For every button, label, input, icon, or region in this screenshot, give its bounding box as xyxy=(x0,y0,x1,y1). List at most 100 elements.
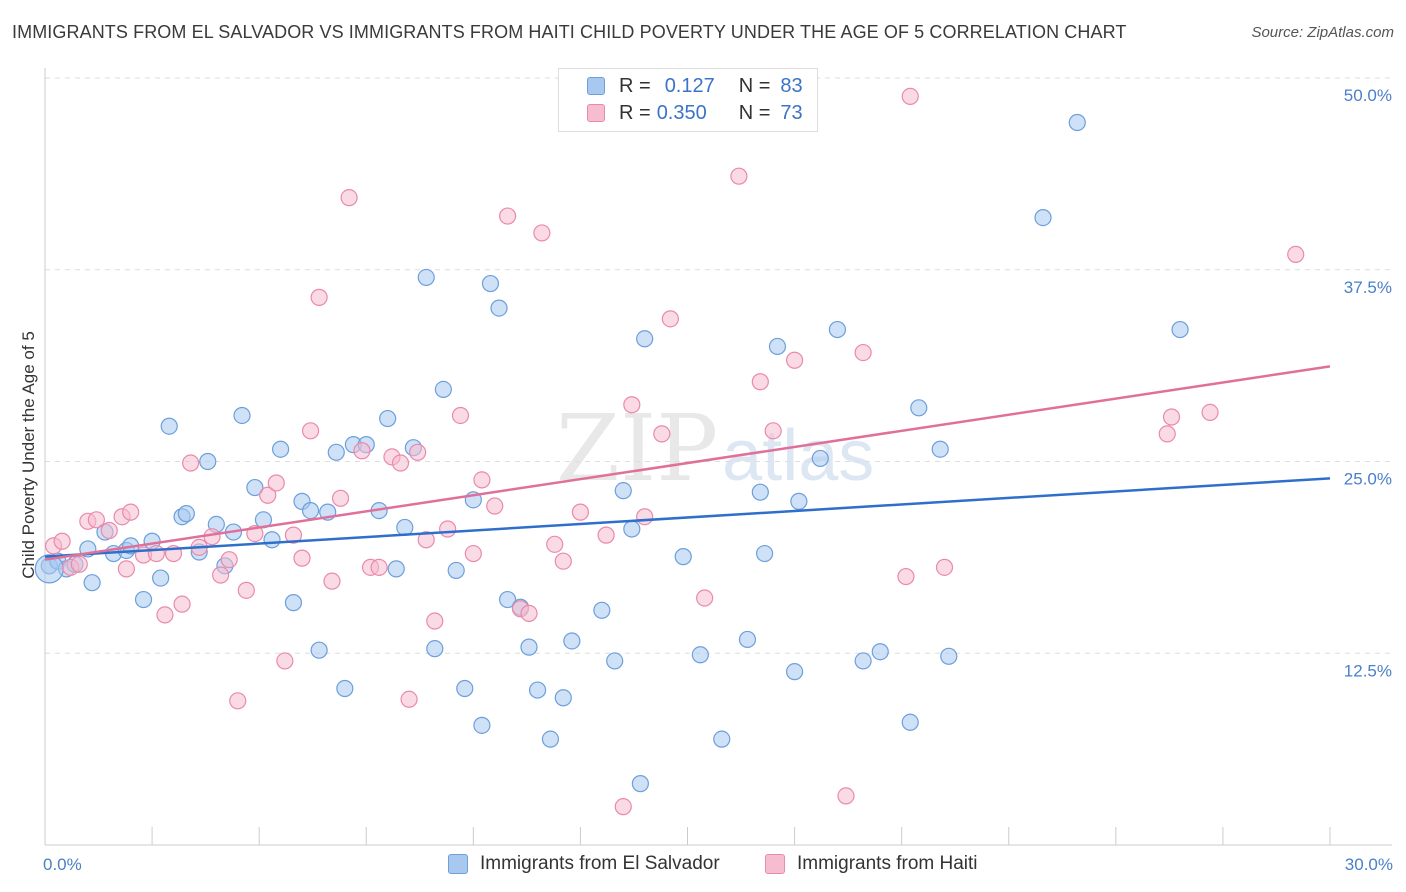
series-haiti-points xyxy=(44,87,1305,816)
haiti-point xyxy=(293,549,311,567)
haiti-point xyxy=(122,503,140,521)
bottom-legend-label: Immigrants from Haiti xyxy=(797,853,978,874)
el-salvador-point xyxy=(751,483,769,501)
haiti-point xyxy=(785,351,804,369)
haiti-point xyxy=(323,572,341,590)
haiti-point xyxy=(331,489,350,507)
el-salvador-trend-line xyxy=(44,477,1331,558)
haiti-point xyxy=(520,604,538,622)
legend-row-el-salvador: R = 0.127 N = 83 xyxy=(587,73,803,99)
el-salvador-point xyxy=(755,544,774,563)
bottom-legend-el-salvador: Immigrants from El Salvador xyxy=(448,852,720,876)
bottom-legend-label: Immigrants from El Salvador xyxy=(480,853,720,874)
haiti-point xyxy=(730,167,748,185)
y-tick-label: 50.0% xyxy=(1344,86,1392,105)
haiti-point xyxy=(1158,425,1176,443)
el-salvador-point xyxy=(327,443,345,461)
el-salvador-point xyxy=(1068,113,1086,132)
el-salvador-point xyxy=(541,730,560,748)
el-salvador-point xyxy=(177,505,195,523)
haiti-point xyxy=(486,497,504,515)
el-salvador-point xyxy=(310,641,328,659)
el-salvador-point xyxy=(811,449,829,468)
el-salvador-point xyxy=(284,594,303,612)
legend-n-value: 83 xyxy=(780,74,803,97)
el-salvador-point xyxy=(631,775,649,793)
el-salvador-point xyxy=(336,679,354,698)
el-salvador-point xyxy=(434,380,452,399)
el-salvador-point xyxy=(738,630,757,649)
x-tick-label: 30.0% xyxy=(1345,855,1393,874)
el-salvador-point xyxy=(606,652,624,670)
haiti-point xyxy=(653,425,671,443)
el-salvador-point xyxy=(691,646,709,664)
el-salvador-point xyxy=(271,440,290,458)
haiti-point xyxy=(764,422,782,440)
el-salvador-point xyxy=(790,492,808,510)
el-salvador-point xyxy=(83,574,101,592)
haiti-point xyxy=(409,443,427,461)
legend-r-value: 0.350 xyxy=(656,101,707,124)
legend-n-label: N = xyxy=(738,101,771,124)
legend-row-haiti: R = 0.350 N = 73 xyxy=(587,100,803,126)
el-salvador-point xyxy=(593,601,611,619)
bottom-legend-swatch-blue xyxy=(448,854,468,874)
el-salvador-point xyxy=(134,590,153,609)
correlation-legend: R = 0.127 N = 83 R = 0.350 N = 73 xyxy=(558,68,818,132)
haiti-point xyxy=(267,474,285,492)
el-salvador-point xyxy=(481,274,500,293)
haiti-point xyxy=(310,288,328,306)
legend-swatch-blue xyxy=(587,77,605,95)
haiti-point xyxy=(237,581,255,599)
el-salvador-point xyxy=(152,569,170,587)
haiti-point xyxy=(854,343,872,362)
el-salvador-point xyxy=(379,409,397,428)
haiti-point xyxy=(173,595,191,613)
haiti-point xyxy=(1201,403,1219,422)
bottom-legend-swatch-pink xyxy=(765,854,785,874)
haiti-point xyxy=(229,692,247,710)
el-salvador-point xyxy=(636,330,654,348)
series-el-salvador-points xyxy=(34,113,1189,793)
haiti-point xyxy=(554,552,572,570)
haiti-point xyxy=(370,558,388,576)
el-salvador-point xyxy=(910,399,928,417)
el-salvador-point xyxy=(563,632,581,650)
el-salvador-point xyxy=(901,713,919,731)
haiti-point xyxy=(597,526,615,544)
haiti-point xyxy=(301,422,320,440)
haiti-point xyxy=(70,555,88,573)
haiti-point xyxy=(87,511,106,529)
haiti-point xyxy=(451,406,470,425)
haiti-point xyxy=(473,471,491,489)
el-salvador-point xyxy=(426,640,444,658)
haiti-point xyxy=(276,652,294,670)
el-salvador-point xyxy=(528,681,547,699)
el-salvador-point xyxy=(768,337,787,356)
el-salvador-point xyxy=(854,652,872,670)
haiti-point xyxy=(464,544,482,563)
haiti-point xyxy=(751,373,769,391)
haiti-point xyxy=(117,560,135,578)
el-salvador-point xyxy=(160,417,178,435)
el-salvador-point xyxy=(623,520,641,538)
el-salvador-point xyxy=(785,663,804,681)
haiti-point xyxy=(533,224,551,242)
axes xyxy=(44,68,1392,846)
el-salvador-point xyxy=(1171,320,1189,339)
el-salvador-point xyxy=(871,643,889,661)
haiti-point xyxy=(182,454,200,472)
source-label: Source: ZipAtlas.com xyxy=(1251,24,1394,41)
haiti-point xyxy=(935,558,954,576)
el-salvador-point xyxy=(387,560,405,578)
el-salvador-point xyxy=(828,320,847,339)
legend-r-label: R = xyxy=(619,74,651,97)
legend-n-value: 73 xyxy=(780,101,803,124)
x-tick-label: 0.0% xyxy=(43,855,82,874)
bottom-legend-haiti: Immigrants from Haiti xyxy=(765,852,978,876)
el-salvador-point xyxy=(940,647,958,665)
y-tick-label: 37.5% xyxy=(1344,278,1392,297)
el-salvador-point xyxy=(520,638,538,656)
haiti-point xyxy=(391,454,410,472)
haiti-point xyxy=(340,189,358,207)
